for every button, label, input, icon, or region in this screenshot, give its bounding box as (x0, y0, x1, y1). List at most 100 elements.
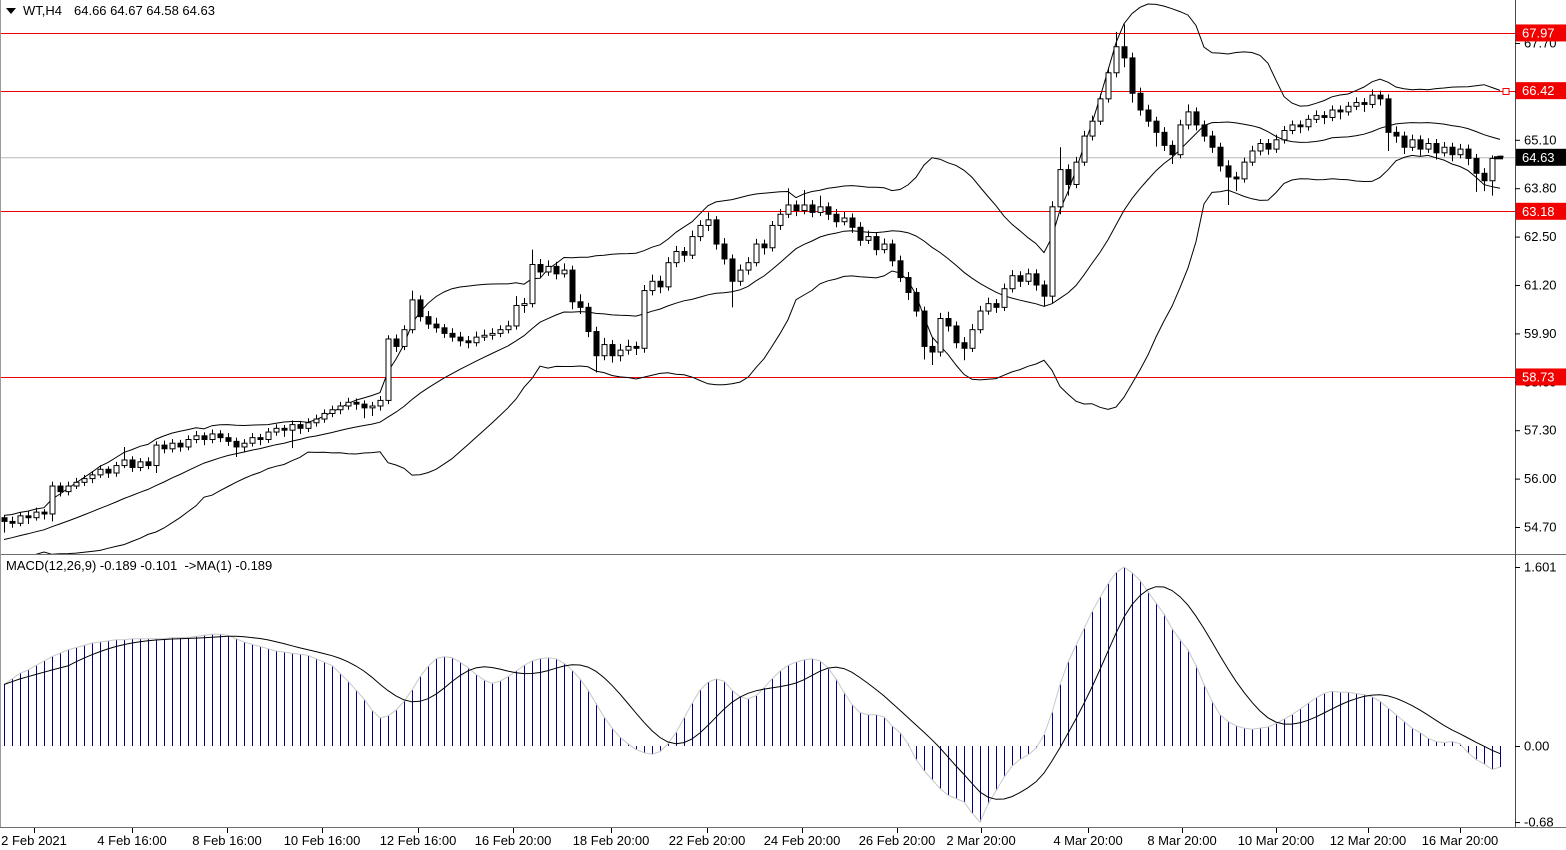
candle (481, 334, 488, 338)
candle (945, 318, 952, 327)
time-tick-label: 22 Feb 20:00 (669, 833, 746, 848)
candle (1161, 131, 1168, 146)
price-tick-label: 54.70 (1524, 520, 1557, 535)
price-tick-label: 62.50 (1524, 229, 1557, 244)
candle (281, 427, 288, 431)
candle (385, 338, 392, 401)
candle (825, 206, 832, 215)
time-tick-label: 12 Mar 20:00 (1330, 833, 1407, 848)
candle (433, 323, 440, 329)
current-price-label: 64.63 (1516, 148, 1566, 166)
candle (17, 515, 24, 524)
candle (1321, 115, 1328, 118)
candle (545, 265, 552, 273)
candle (753, 243, 760, 264)
candle (265, 431, 272, 441)
macd-indicator-label: MACD(12,26,9) -0.189 -0.101 ->MA(1) -0.1… (6, 558, 273, 573)
candle (1361, 102, 1368, 105)
candle (641, 290, 648, 349)
candle (1049, 206, 1056, 297)
candle (369, 405, 376, 409)
candle (153, 444, 160, 467)
candle (1369, 94, 1376, 105)
price-axis: 67.7066.4065.1063.8062.5061.2059.9058.60… (1515, 36, 1557, 535)
level-price-labels[interactable]: 67.97 66.42 63.18 58.73 (1516, 24, 1566, 386)
candle (1081, 135, 1088, 163)
candle (449, 332, 456, 338)
candle (561, 269, 568, 275)
time-axis: 2 Feb 2021 4 Feb 16:00 8 Feb 16:00 10 Feb 1… (1, 828, 1498, 848)
candle (1041, 284, 1048, 297)
candle (729, 258, 736, 282)
candle (201, 435, 208, 441)
candle (1105, 72, 1112, 100)
candle (33, 511, 40, 519)
candle (1129, 57, 1136, 94)
candle (1457, 148, 1464, 156)
candle (1169, 144, 1176, 156)
candle (1201, 124, 1208, 137)
candle (961, 342, 968, 349)
candle (713, 219, 720, 245)
macd-tick-label: -0.68 (1524, 815, 1554, 830)
candle (337, 405, 344, 411)
candle (633, 345, 640, 349)
candle (65, 485, 72, 493)
candle (897, 260, 904, 279)
candle (425, 316, 432, 325)
time-tick-label: 8 Mar 20:00 (1147, 833, 1216, 848)
candle (793, 204, 800, 212)
candle (785, 204, 792, 215)
macd-signal-line (3, 586, 1501, 800)
candle (889, 243, 896, 262)
candle (593, 331, 600, 357)
candle (1217, 146, 1224, 167)
candle (89, 474, 96, 480)
candle (569, 269, 576, 303)
candle (577, 301, 584, 308)
candle (1345, 105, 1352, 113)
bollinger-middle-band (3, 121, 1501, 540)
candle (1297, 124, 1304, 128)
price-tick-label: 56.00 (1524, 471, 1557, 486)
candle (305, 422, 312, 429)
horizontal-level-lines[interactable] (0, 33, 1515, 378)
candle (1017, 275, 1024, 282)
candle (409, 299, 416, 331)
candle (1065, 169, 1072, 185)
candle (521, 303, 528, 306)
candle (249, 437, 256, 444)
candle (497, 329, 504, 334)
symbol-dropdown-icon[interactable] (6, 7, 16, 14)
candle (705, 219, 712, 226)
price-tick-label: 65.10 (1524, 132, 1557, 147)
candle (513, 304, 520, 327)
candle (1337, 109, 1344, 113)
price-tick-label: 57.30 (1524, 423, 1557, 438)
candle (1473, 157, 1480, 174)
candle (1057, 169, 1064, 208)
candle (1137, 92, 1144, 111)
time-tick-label: 16 Feb 20:00 (475, 833, 552, 848)
candle (257, 437, 264, 441)
level-price-label-bg (1516, 202, 1566, 220)
time-tick-label: 10 Mar 20:00 (1238, 833, 1315, 848)
candle (609, 344, 616, 357)
candle (137, 461, 144, 468)
candle (553, 265, 560, 275)
candle (745, 262, 752, 271)
candle (993, 303, 1000, 308)
candle (169, 442, 176, 450)
macd-axis: 1.601 0.00 -0.68 (1515, 560, 1557, 830)
time-tick-label: 4 Feb 16:00 (97, 833, 166, 848)
candle (929, 345, 936, 353)
time-tick-label: 26 Feb 20:00 (859, 833, 936, 848)
level-price-label: 67.97 (1522, 25, 1555, 40)
candle (225, 437, 232, 442)
candle (81, 478, 88, 483)
candle (105, 468, 112, 474)
price-tick-label: 61.20 (1524, 278, 1557, 293)
candle (601, 344, 608, 357)
candle (585, 306, 592, 333)
